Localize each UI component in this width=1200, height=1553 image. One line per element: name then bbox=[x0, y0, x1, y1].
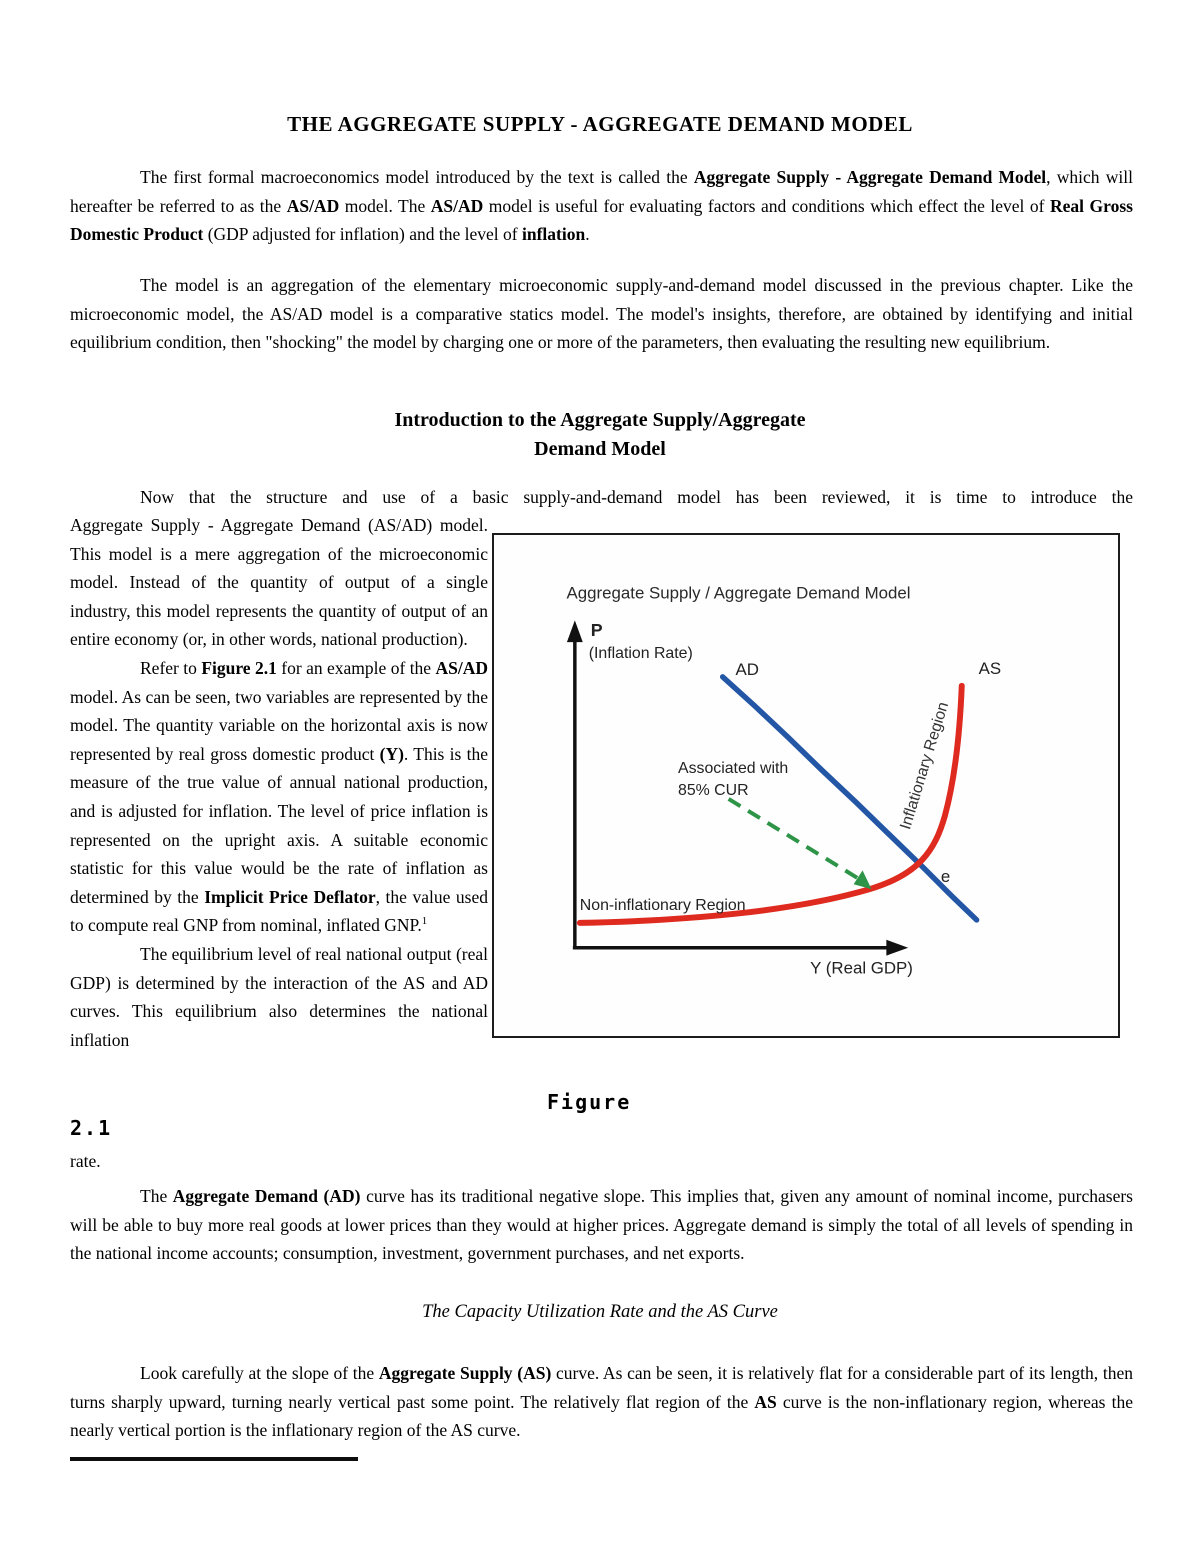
cur-annotation-line2: 85% CUR bbox=[678, 782, 749, 799]
section-heading-intro: Introduction to the Aggregate Supply/Agg… bbox=[0, 406, 1200, 463]
paragraph-5: The equilibrium level of real national o… bbox=[70, 943, 488, 1050]
y-axis-symbol: P bbox=[591, 620, 603, 640]
left-text-column: Aggregate Supply - Aggregate Demand (AS/… bbox=[70, 511, 488, 1054]
x-axis-arrowhead-icon bbox=[886, 939, 909, 956]
as-curve-label: AS bbox=[979, 659, 1001, 678]
paragraph-6: The Aggregate Demand (AD) curve has its … bbox=[70, 1186, 1133, 1264]
as-curve bbox=[576, 682, 965, 926]
paragraph-5-tail: rate. bbox=[70, 1151, 101, 1171]
y-axis-arrowhead-icon bbox=[566, 620, 583, 643]
cur-annotation-line1: Associated with bbox=[678, 760, 788, 777]
equilibrium-point-label: e bbox=[941, 867, 950, 886]
x-axis-label: Y (Real GDP) bbox=[810, 958, 913, 977]
section-heading-intro-line2: Demand Model bbox=[534, 437, 666, 460]
figure-title: Aggregate Supply / Aggregate Demand Mode… bbox=[567, 583, 911, 602]
figure-caption-word: Figure bbox=[547, 1090, 632, 1114]
section-heading-intro-line1: Introduction to the Aggregate Supply/Agg… bbox=[394, 409, 806, 431]
paragraph-7: Look carefully at the slope of the Aggre… bbox=[70, 1363, 1133, 1441]
cur-arrow-head-icon bbox=[853, 870, 872, 890]
paragraph-2: The model is an aggregation of the eleme… bbox=[70, 275, 1133, 353]
figure-2-1: Aggregate Supply / Aggregate Demand Mode… bbox=[492, 533, 1120, 1038]
ad-curve-label: AD bbox=[736, 660, 759, 679]
paragraph-4: Refer to Figure 2.1 for an example of th… bbox=[70, 657, 488, 936]
ad-curve bbox=[719, 674, 980, 923]
section-heading-cur: The Capacity Utilization Rate and the AS… bbox=[422, 1302, 778, 1322]
paragraph-1: The first formal macroeconomics model in… bbox=[70, 167, 1133, 245]
y-axis-label: (Inflation Rate) bbox=[589, 645, 693, 662]
cur-arrow bbox=[727, 797, 861, 881]
paragraph-3-continued: Aggregate Supply - Aggregate Demand (AS/… bbox=[70, 515, 488, 650]
page-title: THE AGGREGATE SUPPLY - AGGREGATE DEMAND … bbox=[287, 112, 913, 136]
figure-caption-number: 2.1 bbox=[70, 1116, 113, 1140]
footnote-separator bbox=[70, 1457, 358, 1461]
non-inflationary-region-label: Non-inflationary Region bbox=[580, 897, 746, 914]
paragraph-3-first-line: Now that the structure and use of a basi… bbox=[140, 487, 1133, 507]
